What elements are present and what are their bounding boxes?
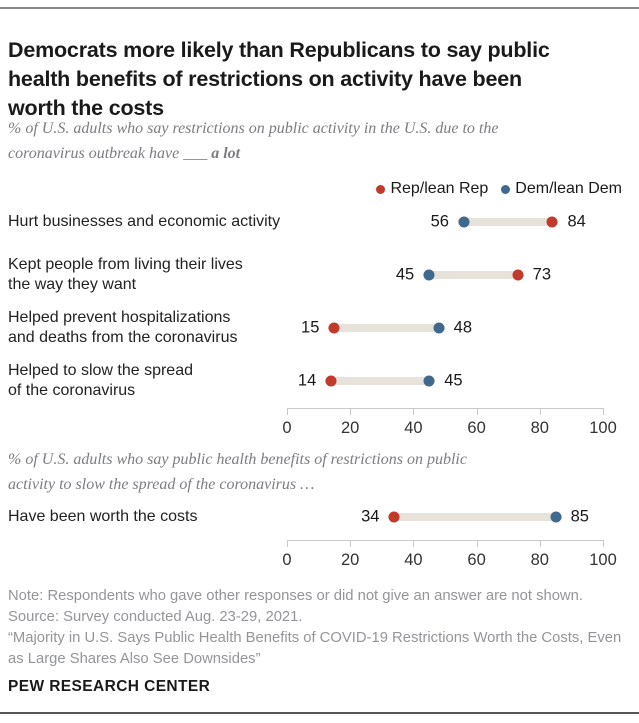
source-line: Source: Survey conducted Aug. 23-29, 202… [8,609,303,625]
axis-tick [539,408,541,415]
row-label: Helped prevent hospitalizations and deat… [8,309,238,346]
value-label-left: 15 [301,318,320,337]
axis-tick [476,540,478,547]
value-label-right: 45 [444,371,463,390]
x-axis-2: 0 20 40 60 80 100 [282,540,617,574]
rep-dot [328,322,340,334]
axis-tick-label: 60 [467,551,486,569]
connector-bar [457,218,559,226]
axis-tick-label: 20 [341,551,360,569]
value-label-right: 48 [453,318,473,337]
axis-tick [476,408,478,415]
value-label-left: 56 [430,212,449,231]
value-label-left: 45 [395,265,415,284]
connector-bar [325,377,436,385]
note-line: Note: Respondents who gave other respons… [8,588,583,604]
rep-dot-icon [376,184,386,194]
rep-dot [512,269,524,281]
legend-item-dem: Dem/lean Dem [501,180,622,198]
axis-tick-label: 100 [589,419,617,437]
axis-tick-label: 80 [530,551,549,569]
value-label-left: 34 [361,507,380,526]
axis-tick [603,408,604,415]
row-label: Hurt businesses and economic activity [8,213,281,230]
subtitle-1-text: % of U.S. adults who say restrictions on… [8,120,499,162]
dem-dot [423,375,435,387]
axis-tick [413,540,415,547]
axis-tick-label: 100 [589,551,617,569]
axis-tick-label: 80 [530,419,549,437]
connector-bar [423,271,524,279]
dem-dot-icon [501,184,511,194]
axis-tick-label: 40 [404,551,423,569]
report-title-line: “Majority in U.S. Says Public Health Ben… [8,630,622,667]
dem-dot [550,511,562,523]
chart-subtitle-2: % of U.S. adults who say public health b… [8,451,467,493]
rep-dot [546,216,558,228]
value-label-right: 85 [570,507,589,526]
connector-bar [388,513,562,521]
brand-label: PEW RESEARCH CENTER [8,678,211,695]
axis-tick-label: 60 [467,419,486,437]
axis-tick [287,540,288,547]
axis-tick [603,540,604,547]
row-label: Have been worth the costs [8,508,198,525]
axis-tick [287,408,288,415]
dem-dot [423,269,435,281]
top-rule [0,7,639,9]
legend-label-dem: Dem/lean Dem [515,180,622,197]
value-label-left: 14 [297,371,317,390]
chart-subtitle-1: % of U.S. adults who say restrictions on… [8,117,632,166]
axis-tick [350,408,352,415]
value-label-right: 73 [532,265,552,284]
axis-tick-label: 20 [341,419,360,437]
axis-line [287,408,603,409]
dem-dot [433,322,445,334]
axis-tick-label: 0 [282,419,292,437]
chart-title: Democrats more likely than Republicans t… [8,38,550,121]
legend-label-rep: Rep/lean Rep [390,180,489,197]
subtitle-1-emphasis: a lot [211,144,241,162]
x-axis-1: 0 20 40 60 80 100 [282,408,617,442]
footnotes: Note: Respondents who gave other respons… [8,586,637,670]
legend: Rep/lean Rep Dem/lean Dem [376,180,622,198]
row-label: Helped to slow the spread of the coronav… [8,362,193,399]
axis-line [287,540,603,541]
axis-tick [413,408,415,415]
value-label-right: 84 [567,212,586,231]
dem-dot [458,216,470,228]
bottom-rule [0,712,639,714]
legend-item-rep: Rep/lean Rep [376,180,488,198]
axis-tick [350,540,352,547]
axis-tick [539,540,541,547]
axis-tick-label: 0 [282,551,292,569]
rep-dot [325,375,337,387]
row-label: Kept people from living their lives the … [8,256,243,293]
rep-dot [388,511,400,523]
connector-bar [328,324,445,332]
axis-tick-label: 40 [404,419,423,437]
